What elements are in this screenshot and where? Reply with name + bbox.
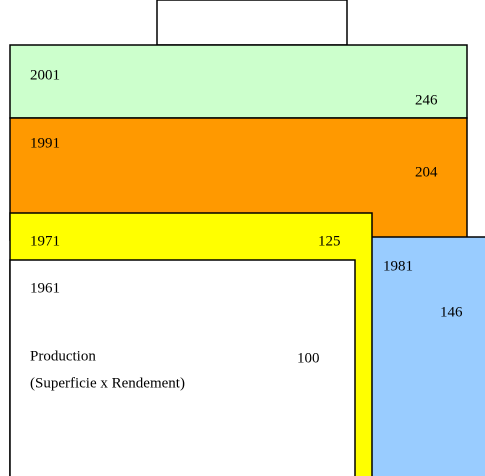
year-label: 2001 <box>30 67 60 83</box>
node-sublabel: (Superficie x Rendement) <box>30 375 185 391</box>
box-1981 <box>369 236 485 476</box>
value-label: 100 <box>297 350 320 366</box>
box-2001 <box>9 44 468 119</box>
value-label: 146 <box>440 304 463 320</box>
value-label: 246 <box>415 92 438 108</box>
node-label: Production <box>30 348 96 364</box>
year-label: 1991 <box>30 135 60 151</box>
box-1961 <box>9 259 356 476</box>
value-label: 204 <box>415 164 438 180</box>
value-label: 125 <box>318 233 341 249</box>
year-label: 1971 <box>30 233 60 249</box>
year-label: 1981 <box>383 258 413 274</box>
year-label: 1961 <box>30 280 60 296</box>
top-box <box>156 0 348 46</box>
